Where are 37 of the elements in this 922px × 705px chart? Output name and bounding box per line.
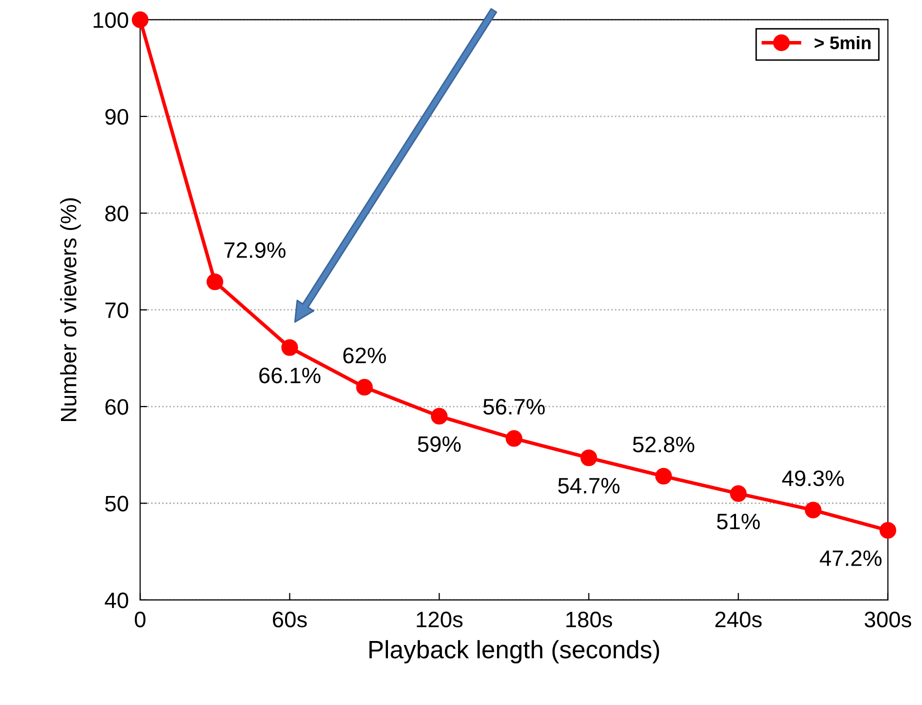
x-axis-title: Playback length (seconds) xyxy=(369,640,660,664)
point xyxy=(356,378,373,396)
y-tick-label: 90 xyxy=(105,108,128,125)
point xyxy=(132,11,148,28)
point xyxy=(206,273,224,290)
x-tick-label: 60s xyxy=(272,612,307,628)
point xyxy=(430,408,448,425)
point xyxy=(880,522,896,539)
legend-label: > 5min xyxy=(814,36,871,50)
x-tick-label: 240s xyxy=(715,612,762,628)
point xyxy=(730,485,747,502)
y-tick-label: 40 xyxy=(104,592,128,608)
y-tick-label: 50 xyxy=(105,496,128,512)
point xyxy=(580,449,598,466)
y-axis-title: Number of viewers (%) xyxy=(60,198,81,422)
y-tick-label: 70 xyxy=(105,302,128,318)
point xyxy=(655,468,672,485)
y-tick-label: 80 xyxy=(105,206,128,222)
data-label: 56.7% xyxy=(483,398,545,415)
point xyxy=(804,502,822,518)
y-tick-label: 60 xyxy=(105,399,128,415)
x-tick-label: 120s xyxy=(416,612,463,628)
x-tick-label: 0 xyxy=(134,612,146,628)
point xyxy=(506,430,522,447)
point xyxy=(281,339,298,356)
data-label: 59% xyxy=(418,436,461,452)
y-tick-label: 100 xyxy=(94,12,128,28)
data-label: 51% xyxy=(716,514,760,530)
data-label: 66.1% xyxy=(259,368,320,384)
data-label: 62% xyxy=(343,348,386,364)
x-tick-label: 300s xyxy=(864,612,912,628)
data-label: 54.7% xyxy=(558,478,620,494)
data-label: 49.3% xyxy=(782,470,844,486)
data-label: 52.8% xyxy=(632,436,694,452)
x-tick-label: 180s xyxy=(566,612,612,628)
data-label: 47.2% xyxy=(820,550,882,566)
data-label: 72.9% xyxy=(224,242,286,258)
